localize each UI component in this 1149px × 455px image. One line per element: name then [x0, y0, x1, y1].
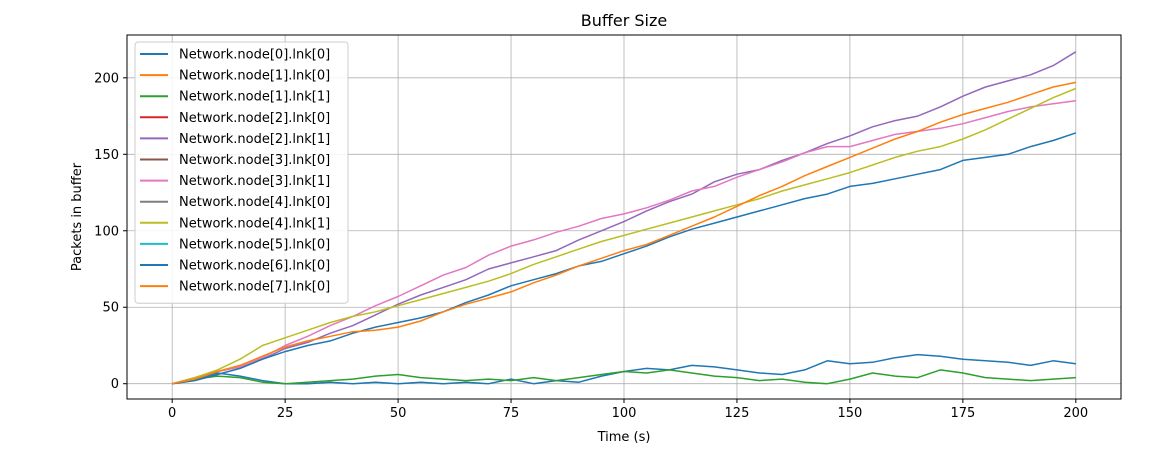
x-tick-label: 75 [503, 406, 520, 421]
x-axis-title: Time (s) [597, 430, 651, 445]
legend-label: Network.node[7].lnk[0] [179, 280, 330, 295]
legend-label: Network.node[1].lnk[0] [179, 69, 330, 84]
series-line-8 [172, 87, 1077, 385]
legend-label: Network.node[4].lnk[1] [179, 216, 330, 231]
y-tick-label: 50 [102, 301, 119, 316]
x-tick-label: 50 [390, 406, 407, 421]
series-line-10 [172, 132, 1077, 385]
series-line-4 [172, 51, 1077, 385]
y-axis-title: Packets in buffer [70, 162, 85, 271]
legend-label: Network.node[0].lnk[0] [179, 48, 330, 63]
legend-label: Network.node[2].lnk[0] [179, 111, 330, 126]
series-line-6 [172, 100, 1076, 385]
chart-title: Buffer Size [581, 11, 668, 30]
y-tick-label: 0 [111, 377, 119, 392]
series-lines [172, 51, 1077, 385]
y-tick-label: 100 [94, 224, 119, 239]
x-tick-label: 125 [725, 406, 750, 421]
x-tick-label: 175 [950, 406, 975, 421]
legend-label: Network.node[1].lnk[1] [179, 90, 330, 105]
x-tick-label: 0 [168, 406, 176, 421]
y-tick-label: 150 [94, 148, 119, 163]
series-line-2 [172, 369, 1076, 385]
x-tick-label: 100 [612, 406, 637, 421]
y-tick-label: 200 [94, 71, 119, 86]
x-tick-label: 25 [277, 406, 294, 421]
x-tick-label: 200 [1063, 406, 1088, 421]
legend-label: Network.node[2].lnk[1] [179, 132, 330, 147]
legend: Network.node[0].lnk[0] Network.node[1].ln… [134, 41, 349, 304]
legend-label: Network.node[5].lnk[0] [179, 237, 330, 252]
x-axis: 0 25 50 75 100 125 150 175 200 [168, 399, 1088, 421]
legend-box [134, 41, 349, 304]
y-axis: 0 50 100 150 200 [94, 71, 127, 392]
series-line-11 [172, 81, 1076, 385]
legend-label: Network.node[4].lnk[0] [179, 195, 330, 210]
x-tick-label: 150 [837, 406, 862, 421]
legend-label: Network.node[3].lnk[0] [179, 153, 330, 168]
legend-label: Network.node[3].lnk[1] [179, 174, 330, 189]
legend-label: Network.node[6].lnk[0] [179, 259, 330, 274]
